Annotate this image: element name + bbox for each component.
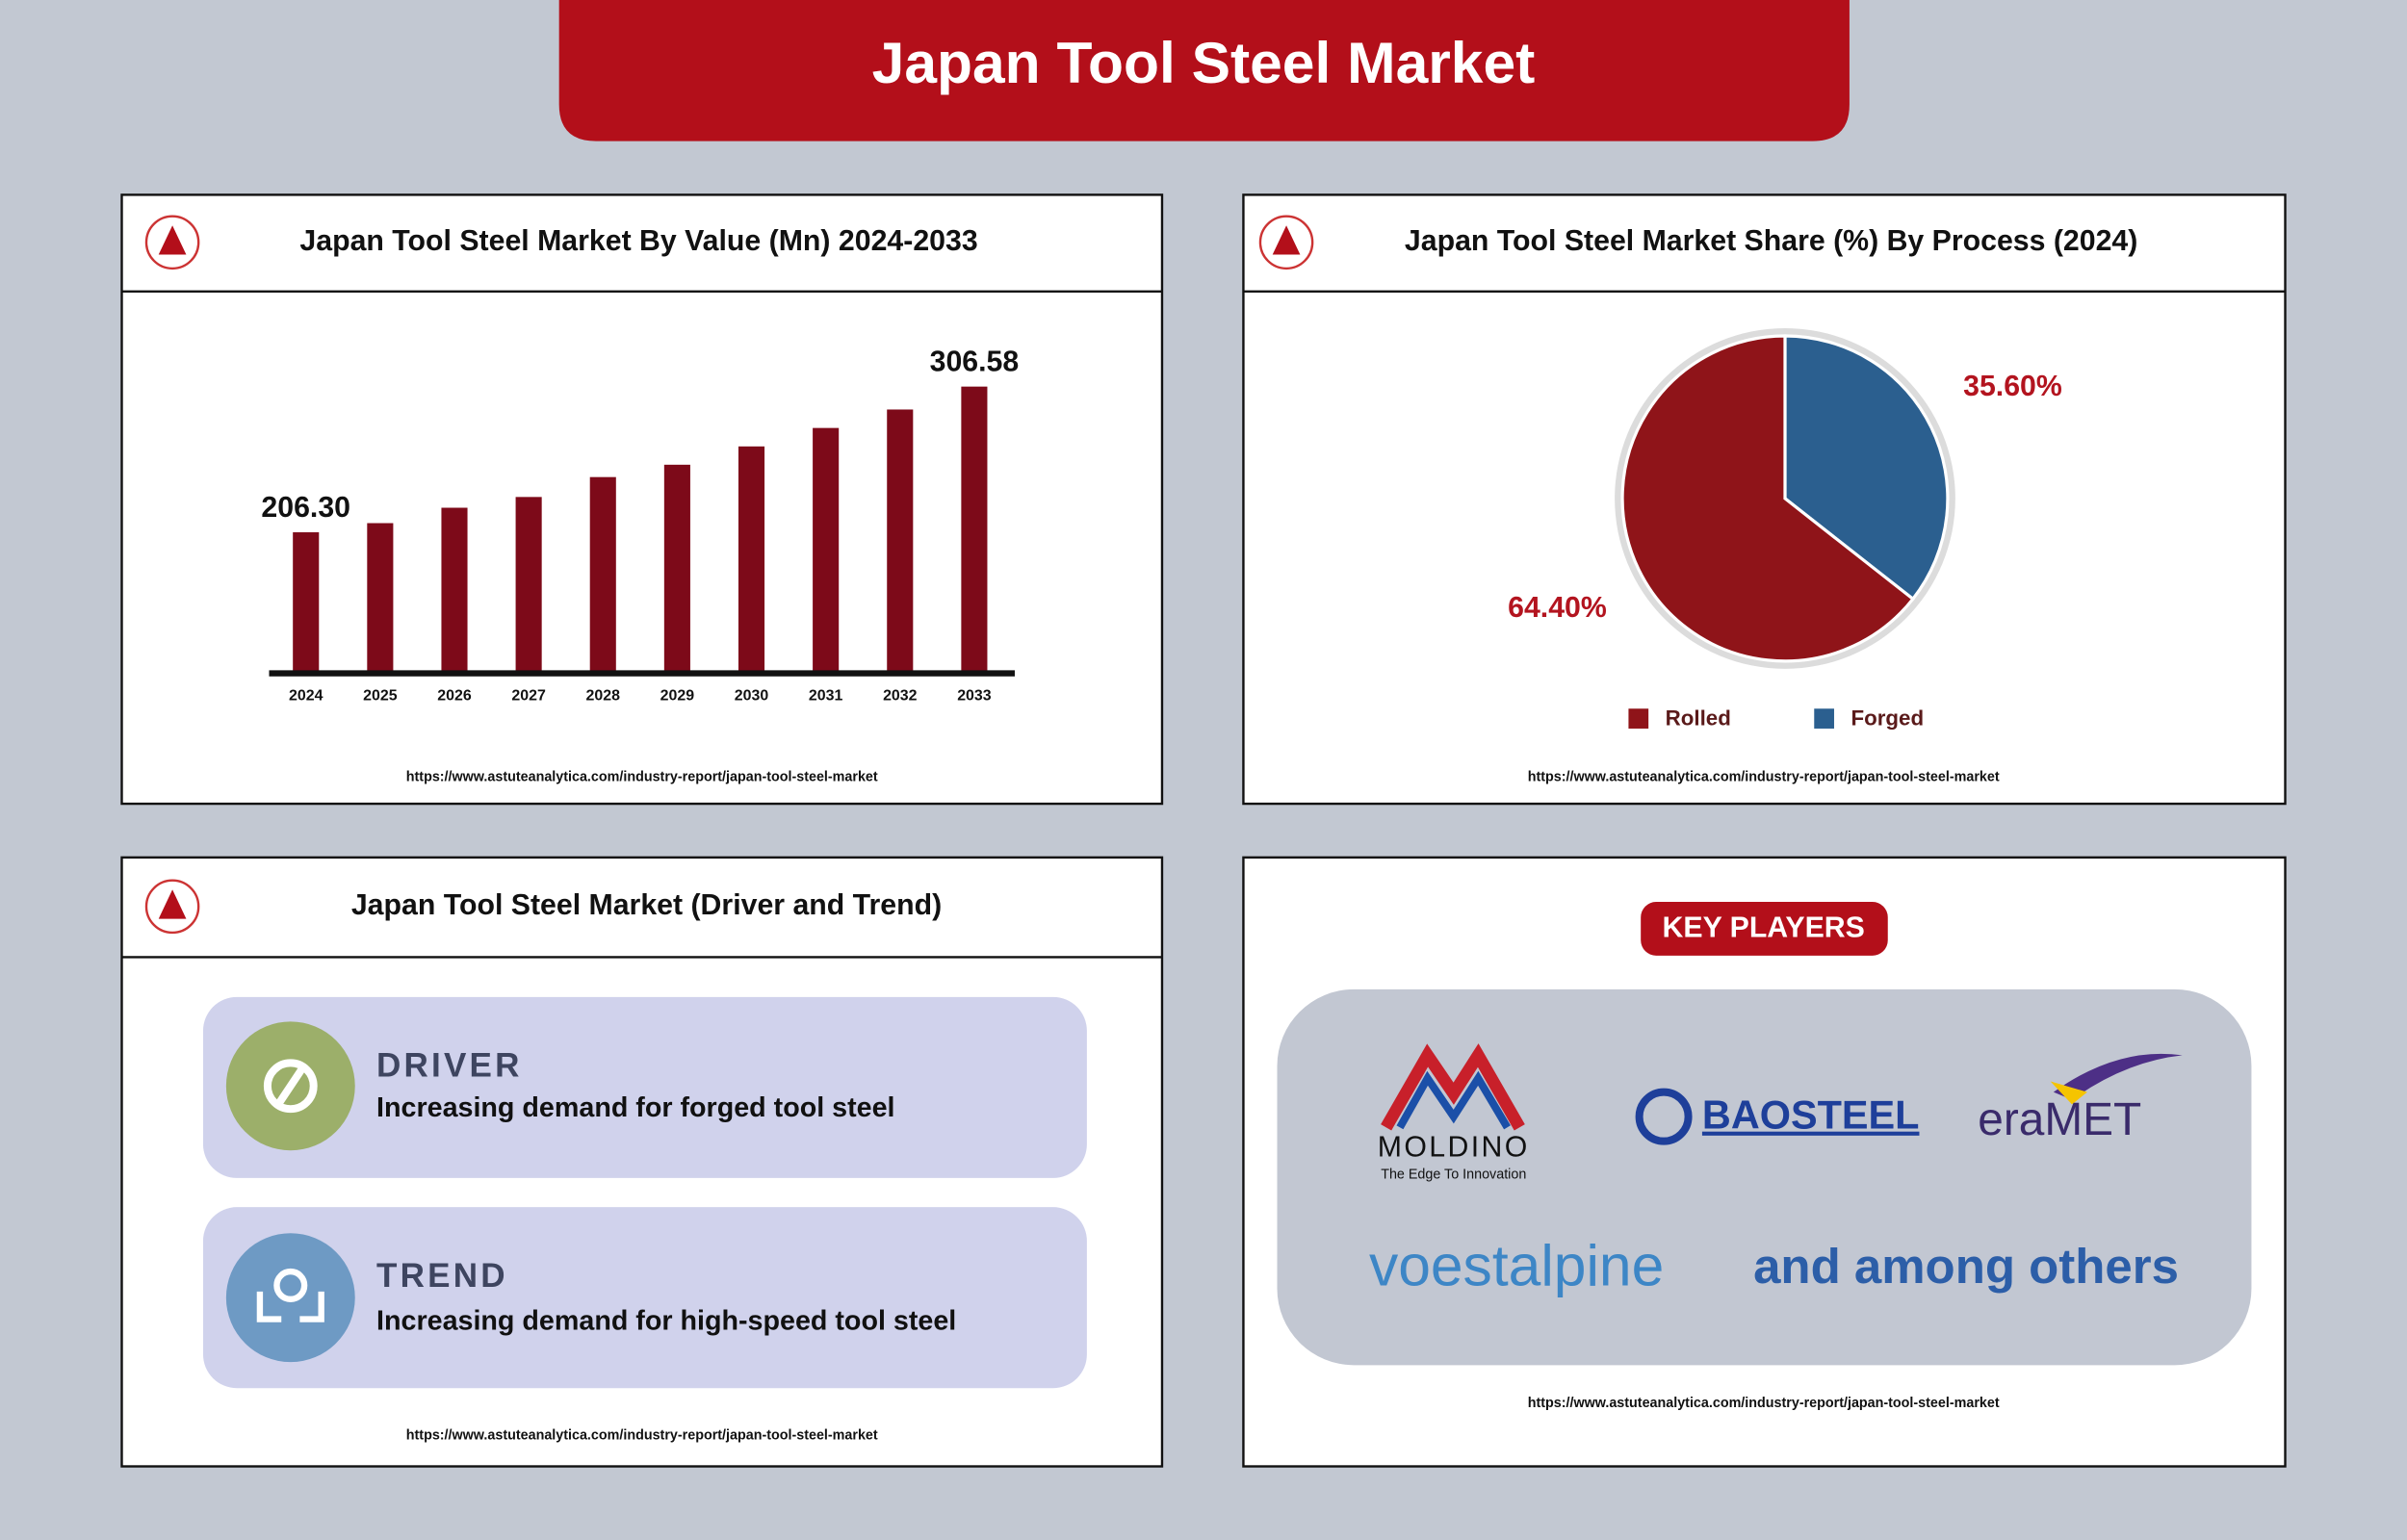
moldino-mark xyxy=(1381,1043,1525,1131)
pie-slice xyxy=(1783,334,1950,602)
page-title: Japan Tool Steel Market xyxy=(872,30,1536,95)
x-tick-label: 2026 xyxy=(437,688,472,705)
x-tick-label: 2032 xyxy=(883,688,918,705)
legend-swatch xyxy=(1628,708,1649,729)
others-text: and among others xyxy=(1753,1239,2179,1294)
x-tick-label: 2030 xyxy=(735,688,769,705)
driver-text: Increasing demand for forged tool steel xyxy=(376,1092,894,1123)
badge xyxy=(1258,215,1314,270)
gear-icon xyxy=(263,1059,318,1114)
logo-tagline: The Edge To Innovation xyxy=(1381,1167,1526,1182)
logo-moldino: MOLDINO xyxy=(1378,1132,1530,1164)
trend-card xyxy=(202,1207,1087,1389)
trend-heading: TREND xyxy=(376,1257,508,1295)
logo-eramet: eraMET xyxy=(1978,1094,2141,1145)
logo-voestalpine: voestalpine xyxy=(1369,1233,1664,1298)
data-label: 306.58 xyxy=(930,346,1020,378)
x-tick-label: 2033 xyxy=(957,688,992,705)
hands-icon xyxy=(256,1268,324,1322)
key-players-title: KEY PLAYERS xyxy=(1663,912,1865,944)
panel-title: Japan Tool Steel Market (Driver and Tren… xyxy=(351,889,942,921)
driver-heading: DRIVER xyxy=(376,1046,523,1084)
badge xyxy=(144,879,200,935)
eramet-swoosh xyxy=(2053,1053,2183,1100)
badges xyxy=(144,215,1314,935)
logo-area xyxy=(1277,988,2252,1366)
data-label: 35.60% xyxy=(1963,371,2062,402)
panel-frames xyxy=(120,193,2287,1468)
chart-title: Japan Tool Steel Market By Value (Mn) 20… xyxy=(299,225,977,257)
bar xyxy=(961,386,988,674)
x-tick-label: 2031 xyxy=(809,688,843,705)
legend-label: Rolled xyxy=(1666,706,1731,730)
bar xyxy=(515,497,542,674)
key-players-button xyxy=(1641,902,1888,956)
badge xyxy=(144,215,200,270)
moldino-mark xyxy=(1396,1070,1511,1130)
x-tick-label: 2025 xyxy=(363,688,398,705)
x-tick-label: 2028 xyxy=(586,688,621,705)
x-tick-label: 2029 xyxy=(660,688,695,705)
bar xyxy=(738,446,765,674)
eramet-swoosh xyxy=(2050,1081,2087,1105)
trend-text: Increasing demand for high-speed tool st… xyxy=(376,1305,956,1336)
data-label: 206.30 xyxy=(261,492,350,524)
source-url: https://www.astuteanalytica.com/industry… xyxy=(1528,1396,2000,1411)
bar xyxy=(293,532,320,674)
bar xyxy=(813,427,840,674)
x-tick-label: 2024 xyxy=(289,688,324,705)
title-banner xyxy=(558,0,1850,141)
bar xyxy=(887,409,914,674)
pie-slice xyxy=(1620,334,1916,663)
legend-label: Forged xyxy=(1851,706,1925,730)
bar xyxy=(367,523,394,674)
source-url: https://www.astuteanalytica.com/industry… xyxy=(1528,770,2000,785)
legend-swatch xyxy=(1814,708,1834,729)
source-url: https://www.astuteanalytica.com/industry… xyxy=(406,1427,878,1443)
source-url: https://www.astuteanalytica.com/industry… xyxy=(406,770,878,785)
data-label: 64.40% xyxy=(1508,592,1607,624)
logo-baosteel: BAOSTEEL xyxy=(1702,1092,1920,1138)
bar xyxy=(663,464,690,674)
driver-card xyxy=(202,996,1087,1178)
bar xyxy=(589,476,616,674)
baosteel-mark xyxy=(1635,1088,1693,1145)
chart-title: Japan Tool Steel Market Share (%) By Pro… xyxy=(1405,225,2137,257)
bar xyxy=(441,507,468,674)
x-tick-label: 2027 xyxy=(511,688,546,705)
panel xyxy=(120,193,1164,806)
